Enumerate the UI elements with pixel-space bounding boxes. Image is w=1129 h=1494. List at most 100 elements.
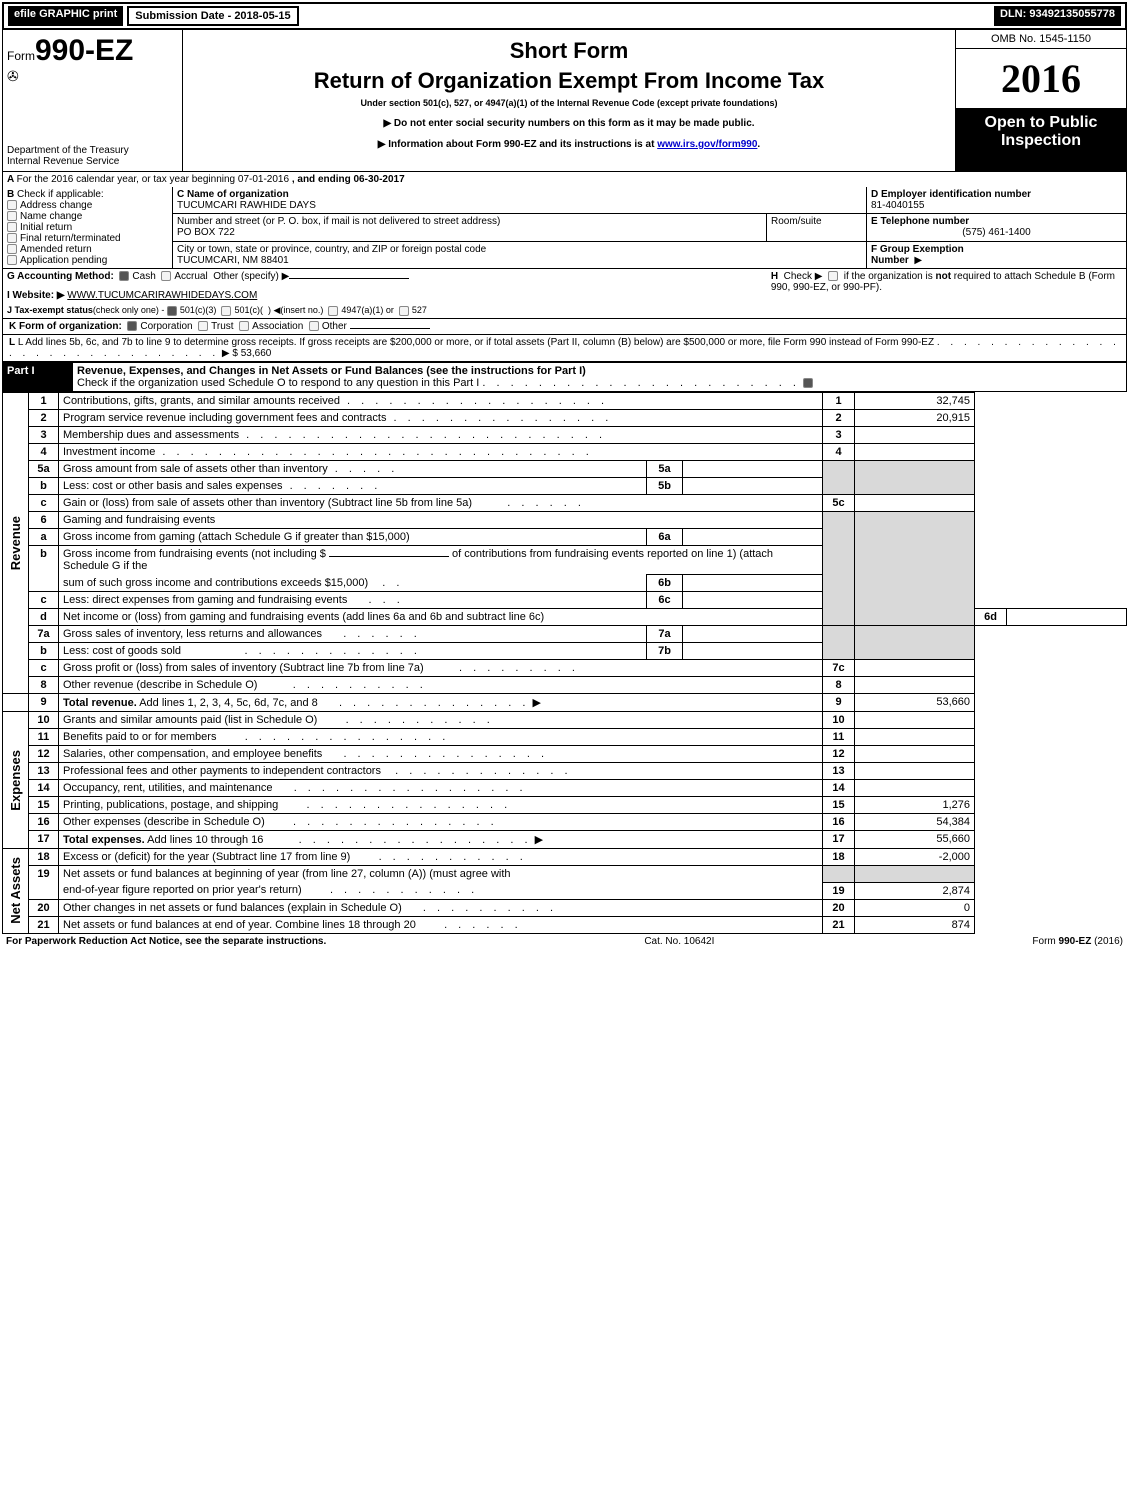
ein-value: 81-4040155: [871, 200, 924, 211]
telephone-value: (575) 461-1400: [871, 227, 1122, 238]
ln5c-box: 5c: [823, 495, 855, 512]
k-label: K Form of organization:: [9, 321, 122, 332]
ln5b-mid: 5b: [647, 478, 683, 495]
website-value: WWW.TUCUMCARIRAWHIDEDAYS.COM: [67, 290, 257, 301]
k-trust: Trust: [211, 321, 233, 332]
chk-schedule-o[interactable]: [803, 378, 813, 388]
ln13-num: 13: [29, 763, 59, 780]
c-addr-label: Number and street (or P. O. box, if mail…: [177, 216, 500, 227]
ln6a-num: a: [29, 529, 59, 546]
ln20-val: 0: [855, 899, 975, 916]
k-other: Other: [322, 321, 347, 332]
e-label: E Telephone number: [871, 216, 969, 227]
chk-527[interactable]: [399, 306, 409, 316]
chk-h[interactable]: [828, 271, 838, 281]
ln17-num: 17: [29, 831, 59, 849]
ln19-num: 19: [29, 866, 59, 900]
ln5c-num: c: [29, 495, 59, 512]
i-label: I Website: ▶: [7, 290, 65, 301]
header-right: OMB No. 1545-1150 2016 Open to Public In…: [956, 30, 1126, 171]
ln13-val: [855, 763, 975, 780]
tax-year: 2016: [956, 49, 1126, 108]
form-prefix: Form: [7, 49, 35, 63]
line-a-text: For the 2016 calendar year, or tax year …: [17, 174, 289, 185]
ln18-txt: Excess or (deficit) for the year (Subtra…: [63, 851, 350, 863]
opt-application-pending: Application pending: [20, 255, 107, 266]
org-name: TUCUMCARI RAWHIDE DAYS: [177, 200, 316, 211]
omb-number: OMB No. 1545-1150: [956, 30, 1126, 49]
footer-mid: Cat. No. 10642I: [644, 936, 714, 947]
part1-lines: Revenue 1 Contributions, gifts, grants, …: [2, 392, 1127, 934]
ln11-txt: Benefits paid to or for members: [63, 731, 216, 743]
part1-header-table: Part I Revenue, Expenses, and Changes in…: [2, 362, 1127, 392]
ln10-txt: Grants and similar amounts paid (list in…: [63, 714, 317, 726]
ln7a-txt: Gross sales of inventory, less returns a…: [63, 628, 322, 640]
ln4-box: 4: [823, 444, 855, 461]
chk-cash[interactable]: [119, 271, 129, 281]
ln18-num: 18: [29, 849, 59, 866]
ln21-num: 21: [29, 916, 59, 933]
line-a-ending: , and ending 06-30-2017: [292, 174, 405, 185]
ln2-num: 2: [29, 410, 59, 427]
section-l: L L Add lines 5b, 6c, and 7b to line 9 t…: [2, 335, 1127, 362]
ln21-txt: Net assets or fund balances at end of ye…: [63, 919, 416, 931]
opt-address-change: Address change: [20, 200, 92, 211]
chk-name-change[interactable]: [7, 211, 17, 221]
ln6a-mid: 6a: [647, 529, 683, 546]
chk-501c3[interactable]: [167, 306, 177, 316]
dln-label: DLN: 93492135055778: [994, 6, 1121, 26]
ln6a-txt: Gross income from gaming (attach Schedul…: [63, 531, 410, 543]
k-assoc: Association: [252, 321, 303, 332]
ln6b-mid: 6b: [647, 575, 683, 592]
ln15-val: 1,276: [855, 797, 975, 814]
ln7b-mid: 7b: [647, 643, 683, 660]
chk-4947[interactable]: [328, 306, 338, 316]
form-subtitle: Under section 501(c), 527, or 4947(a)(1)…: [193, 98, 945, 108]
ln9-num: 9: [29, 694, 59, 712]
chk-accrual[interactable]: [161, 271, 171, 281]
ln17-val: 55,660: [855, 831, 975, 849]
chk-amended-return[interactable]: [7, 244, 17, 254]
chk-address-change[interactable]: [7, 200, 17, 210]
chk-application-pending[interactable]: [7, 255, 17, 265]
ln6d-box: 6d: [975, 609, 1007, 626]
ln5c-val: [855, 495, 975, 512]
ln2-val: 20,915: [855, 410, 975, 427]
ln7a-mid: 7a: [647, 626, 683, 643]
ln15-txt: Printing, publications, postage, and shi…: [63, 799, 278, 811]
chk-initial-return[interactable]: [7, 222, 17, 232]
ln14-box: 14: [823, 780, 855, 797]
chk-corporation[interactable]: [127, 321, 137, 331]
ln8-txt: Other revenue (describe in Schedule O): [63, 679, 257, 691]
g-accrual: Accrual: [174, 271, 207, 282]
ln17-box: 17: [823, 831, 855, 849]
ln13-box: 13: [823, 763, 855, 780]
efile-print-label: efile GRAPHIC print: [8, 6, 123, 26]
ln8-val: [855, 677, 975, 694]
chk-501c[interactable]: [221, 306, 231, 316]
ln16-num: 16: [29, 814, 59, 831]
ln3-txt: Membership dues and assessments: [63, 429, 239, 441]
ln18-val: -2,000: [855, 849, 975, 866]
ln19-txt2: end-of-year figure reported on prior yea…: [63, 884, 302, 896]
c-city-label: City or town, state or province, country…: [177, 244, 486, 255]
ln19-txt: Net assets or fund balances at beginning…: [59, 866, 823, 883]
j-sub: (check only one) -: [93, 305, 165, 315]
l-value: $ 53,660: [232, 348, 271, 359]
ln20-txt: Other changes in net assets or fund bala…: [63, 902, 402, 914]
chk-trust[interactable]: [198, 321, 208, 331]
ln8-box: 8: [823, 677, 855, 694]
ln18-box: 18: [823, 849, 855, 866]
ln14-num: 14: [29, 780, 59, 797]
ln12-num: 12: [29, 746, 59, 763]
chk-association[interactable]: [239, 321, 249, 331]
dept-treasury: Department of the Treasury: [7, 145, 178, 156]
chk-final-return[interactable]: [7, 233, 17, 243]
ln10-box: 10: [823, 712, 855, 729]
section-abcdef: A For the 2016 calendar year, or tax yea…: [2, 172, 1127, 269]
form-title: Return of Organization Exempt From Incom…: [193, 68, 945, 94]
ln5c-txt: Gain or (loss) from sale of assets other…: [63, 497, 472, 509]
chk-other-org[interactable]: [309, 321, 319, 331]
page-footer: For Paperwork Reduction Act Notice, see …: [2, 934, 1127, 949]
short-form-label: Short Form: [193, 38, 945, 64]
